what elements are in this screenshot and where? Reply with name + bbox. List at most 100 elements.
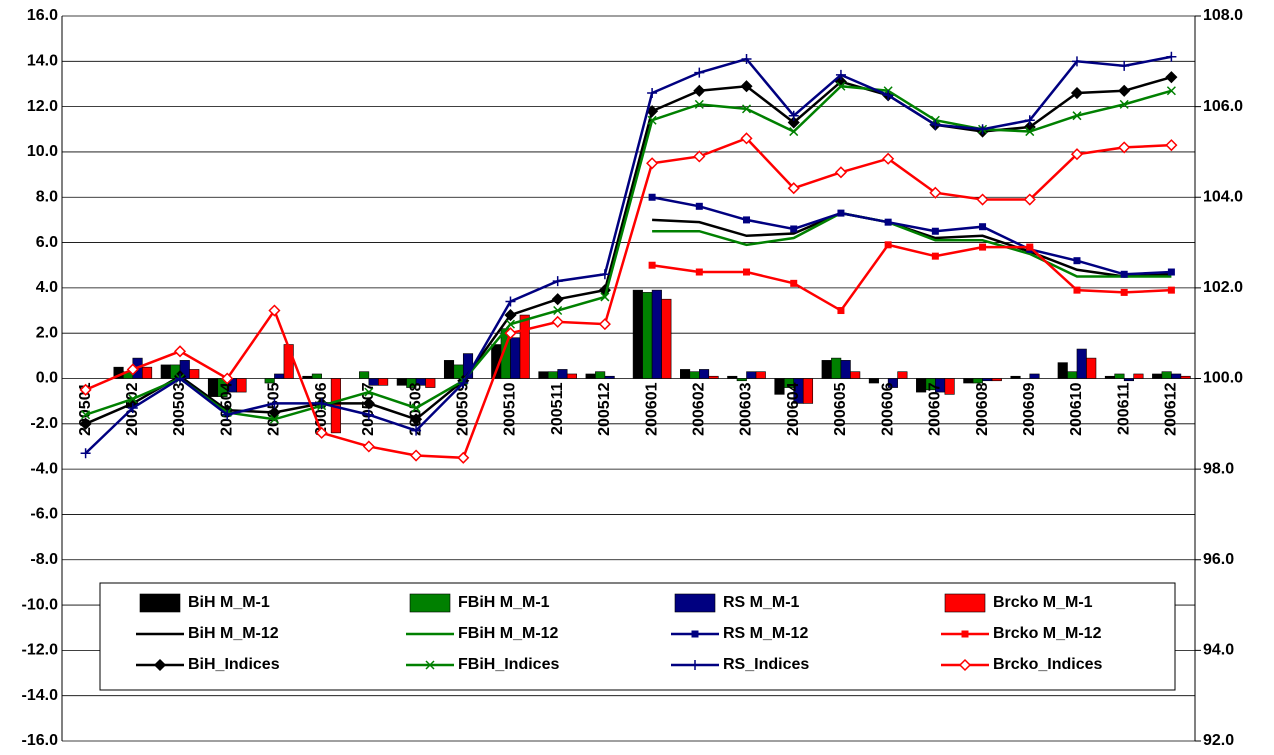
marker bbox=[505, 319, 516, 329]
bar bbox=[396, 378, 407, 386]
legend-label: BiH_Indices bbox=[188, 656, 280, 673]
bar bbox=[850, 371, 861, 379]
bar bbox=[160, 364, 171, 379]
marker bbox=[362, 397, 375, 410]
bar bbox=[359, 371, 370, 379]
legend-label: FBiH M_M-12 bbox=[458, 625, 559, 642]
marker bbox=[693, 84, 706, 97]
marker bbox=[80, 448, 91, 459]
marker bbox=[931, 252, 939, 260]
marker bbox=[79, 383, 92, 396]
bar bbox=[774, 378, 785, 395]
marker bbox=[1024, 115, 1035, 126]
bar bbox=[868, 378, 879, 384]
bar bbox=[142, 366, 153, 379]
bar bbox=[604, 375, 615, 379]
marker bbox=[693, 150, 706, 163]
legend-swatch bbox=[674, 593, 716, 613]
x-tick-label: 200604 bbox=[785, 382, 802, 435]
bar bbox=[311, 373, 322, 379]
marker bbox=[128, 394, 138, 404]
y-tick-label: 0.0 bbox=[36, 370, 58, 387]
marker bbox=[1165, 71, 1178, 84]
marker bbox=[411, 425, 422, 436]
bar bbox=[632, 289, 643, 379]
bar bbox=[585, 373, 596, 379]
bar bbox=[1067, 371, 1078, 379]
y-tick-label: -2.0 bbox=[30, 415, 58, 432]
bar bbox=[378, 378, 389, 386]
bar bbox=[1133, 373, 1144, 379]
bar bbox=[746, 371, 757, 379]
marker bbox=[425, 660, 435, 670]
marker bbox=[1070, 148, 1084, 161]
marker bbox=[551, 293, 564, 306]
marker bbox=[1166, 86, 1176, 96]
marker bbox=[221, 372, 234, 385]
bar bbox=[1123, 378, 1134, 382]
bar bbox=[1161, 371, 1172, 379]
legend-label: RS_Indices bbox=[723, 656, 809, 673]
x-tick-label: 200512 bbox=[596, 382, 613, 435]
y-tick-label: 12.0 bbox=[27, 98, 58, 115]
x-tick-label: 200605 bbox=[832, 382, 849, 435]
marker bbox=[1026, 243, 1034, 251]
bar bbox=[1086, 357, 1097, 379]
x-tick-label: 200611 bbox=[1115, 382, 1132, 435]
marker bbox=[883, 90, 894, 101]
marker bbox=[647, 115, 657, 125]
bar bbox=[944, 378, 955, 395]
marker bbox=[81, 410, 91, 420]
x-tick-label: 200511 bbox=[549, 382, 566, 435]
bar bbox=[274, 373, 285, 379]
bar bbox=[1029, 373, 1040, 379]
legend-box bbox=[99, 582, 1176, 691]
marker bbox=[741, 54, 752, 65]
bar bbox=[991, 378, 1002, 382]
marker bbox=[1073, 257, 1081, 265]
marker bbox=[976, 193, 989, 206]
marker bbox=[173, 345, 187, 358]
x-tick-label: 200607 bbox=[927, 382, 944, 435]
marker bbox=[979, 223, 987, 231]
legend-label: Brcko M_M-1 bbox=[993, 594, 1093, 611]
marker bbox=[837, 307, 845, 315]
marker bbox=[694, 67, 705, 78]
marker bbox=[1119, 60, 1130, 71]
x-tick-label: 200612 bbox=[1163, 382, 1180, 435]
bar bbox=[595, 371, 606, 379]
marker bbox=[268, 406, 281, 419]
marker bbox=[363, 409, 374, 420]
marker bbox=[598, 318, 611, 331]
marker bbox=[269, 398, 280, 409]
bar bbox=[1010, 375, 1021, 379]
bar bbox=[897, 371, 908, 379]
marker bbox=[787, 182, 800, 195]
legend: BiH M_M-1 FBiH M_M-1 RS M_M-1 Brcko M_M-1 Bi… bbox=[99, 582, 1176, 691]
marker bbox=[126, 363, 139, 376]
bar bbox=[982, 378, 993, 382]
bar bbox=[689, 371, 700, 379]
y2-tick-label: 104.0 bbox=[1203, 188, 1243, 205]
marker bbox=[79, 417, 92, 430]
marker bbox=[789, 127, 799, 137]
marker bbox=[410, 413, 423, 426]
bar bbox=[755, 371, 766, 379]
bar bbox=[916, 378, 927, 393]
legend-label: FBiH M_M-1 bbox=[458, 594, 550, 611]
marker bbox=[884, 218, 892, 226]
bar bbox=[189, 369, 200, 379]
bar bbox=[972, 378, 983, 384]
bar bbox=[264, 378, 275, 384]
bar bbox=[538, 371, 549, 379]
y-tick-label: 2.0 bbox=[36, 324, 58, 341]
marker bbox=[222, 409, 233, 420]
x-tick-label: 200608 bbox=[974, 382, 991, 435]
y-tick-label: -10.0 bbox=[22, 596, 59, 613]
bar bbox=[680, 369, 691, 379]
y-tick-label: 16.0 bbox=[27, 7, 58, 24]
marker bbox=[835, 69, 846, 80]
marker bbox=[551, 315, 564, 328]
